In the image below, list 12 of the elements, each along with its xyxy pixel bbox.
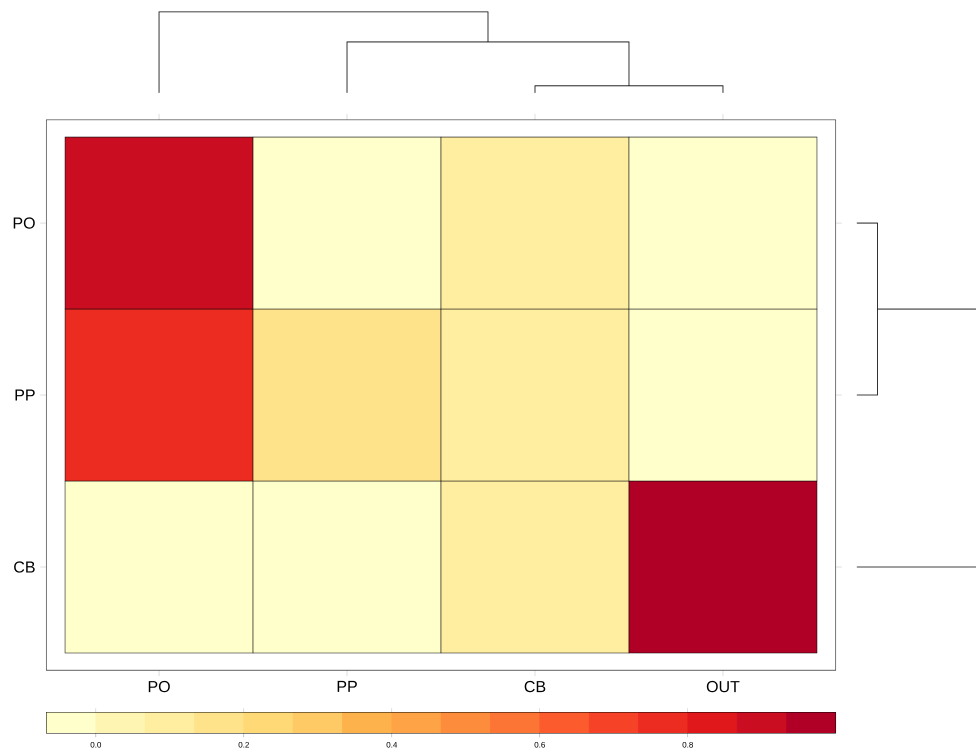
color-bar-label: 0.6 (534, 742, 545, 748)
y-tick-label: PO (14, 217, 35, 229)
color-bar-label: 0.2 (238, 742, 249, 748)
x-tick-label: PO (148, 680, 170, 692)
x-tick-label: PP (338, 680, 357, 692)
color-bar-label: 0.0 (90, 742, 102, 748)
x-tick-label: OUT (706, 680, 740, 692)
x-tick-label: CB (524, 680, 546, 692)
color-bar-label: 0.8 (682, 742, 693, 748)
y-tick-label: CB (14, 561, 35, 573)
y-tick-label: PP (16, 390, 35, 401)
color-bar-label: 0.4 (386, 742, 398, 748)
